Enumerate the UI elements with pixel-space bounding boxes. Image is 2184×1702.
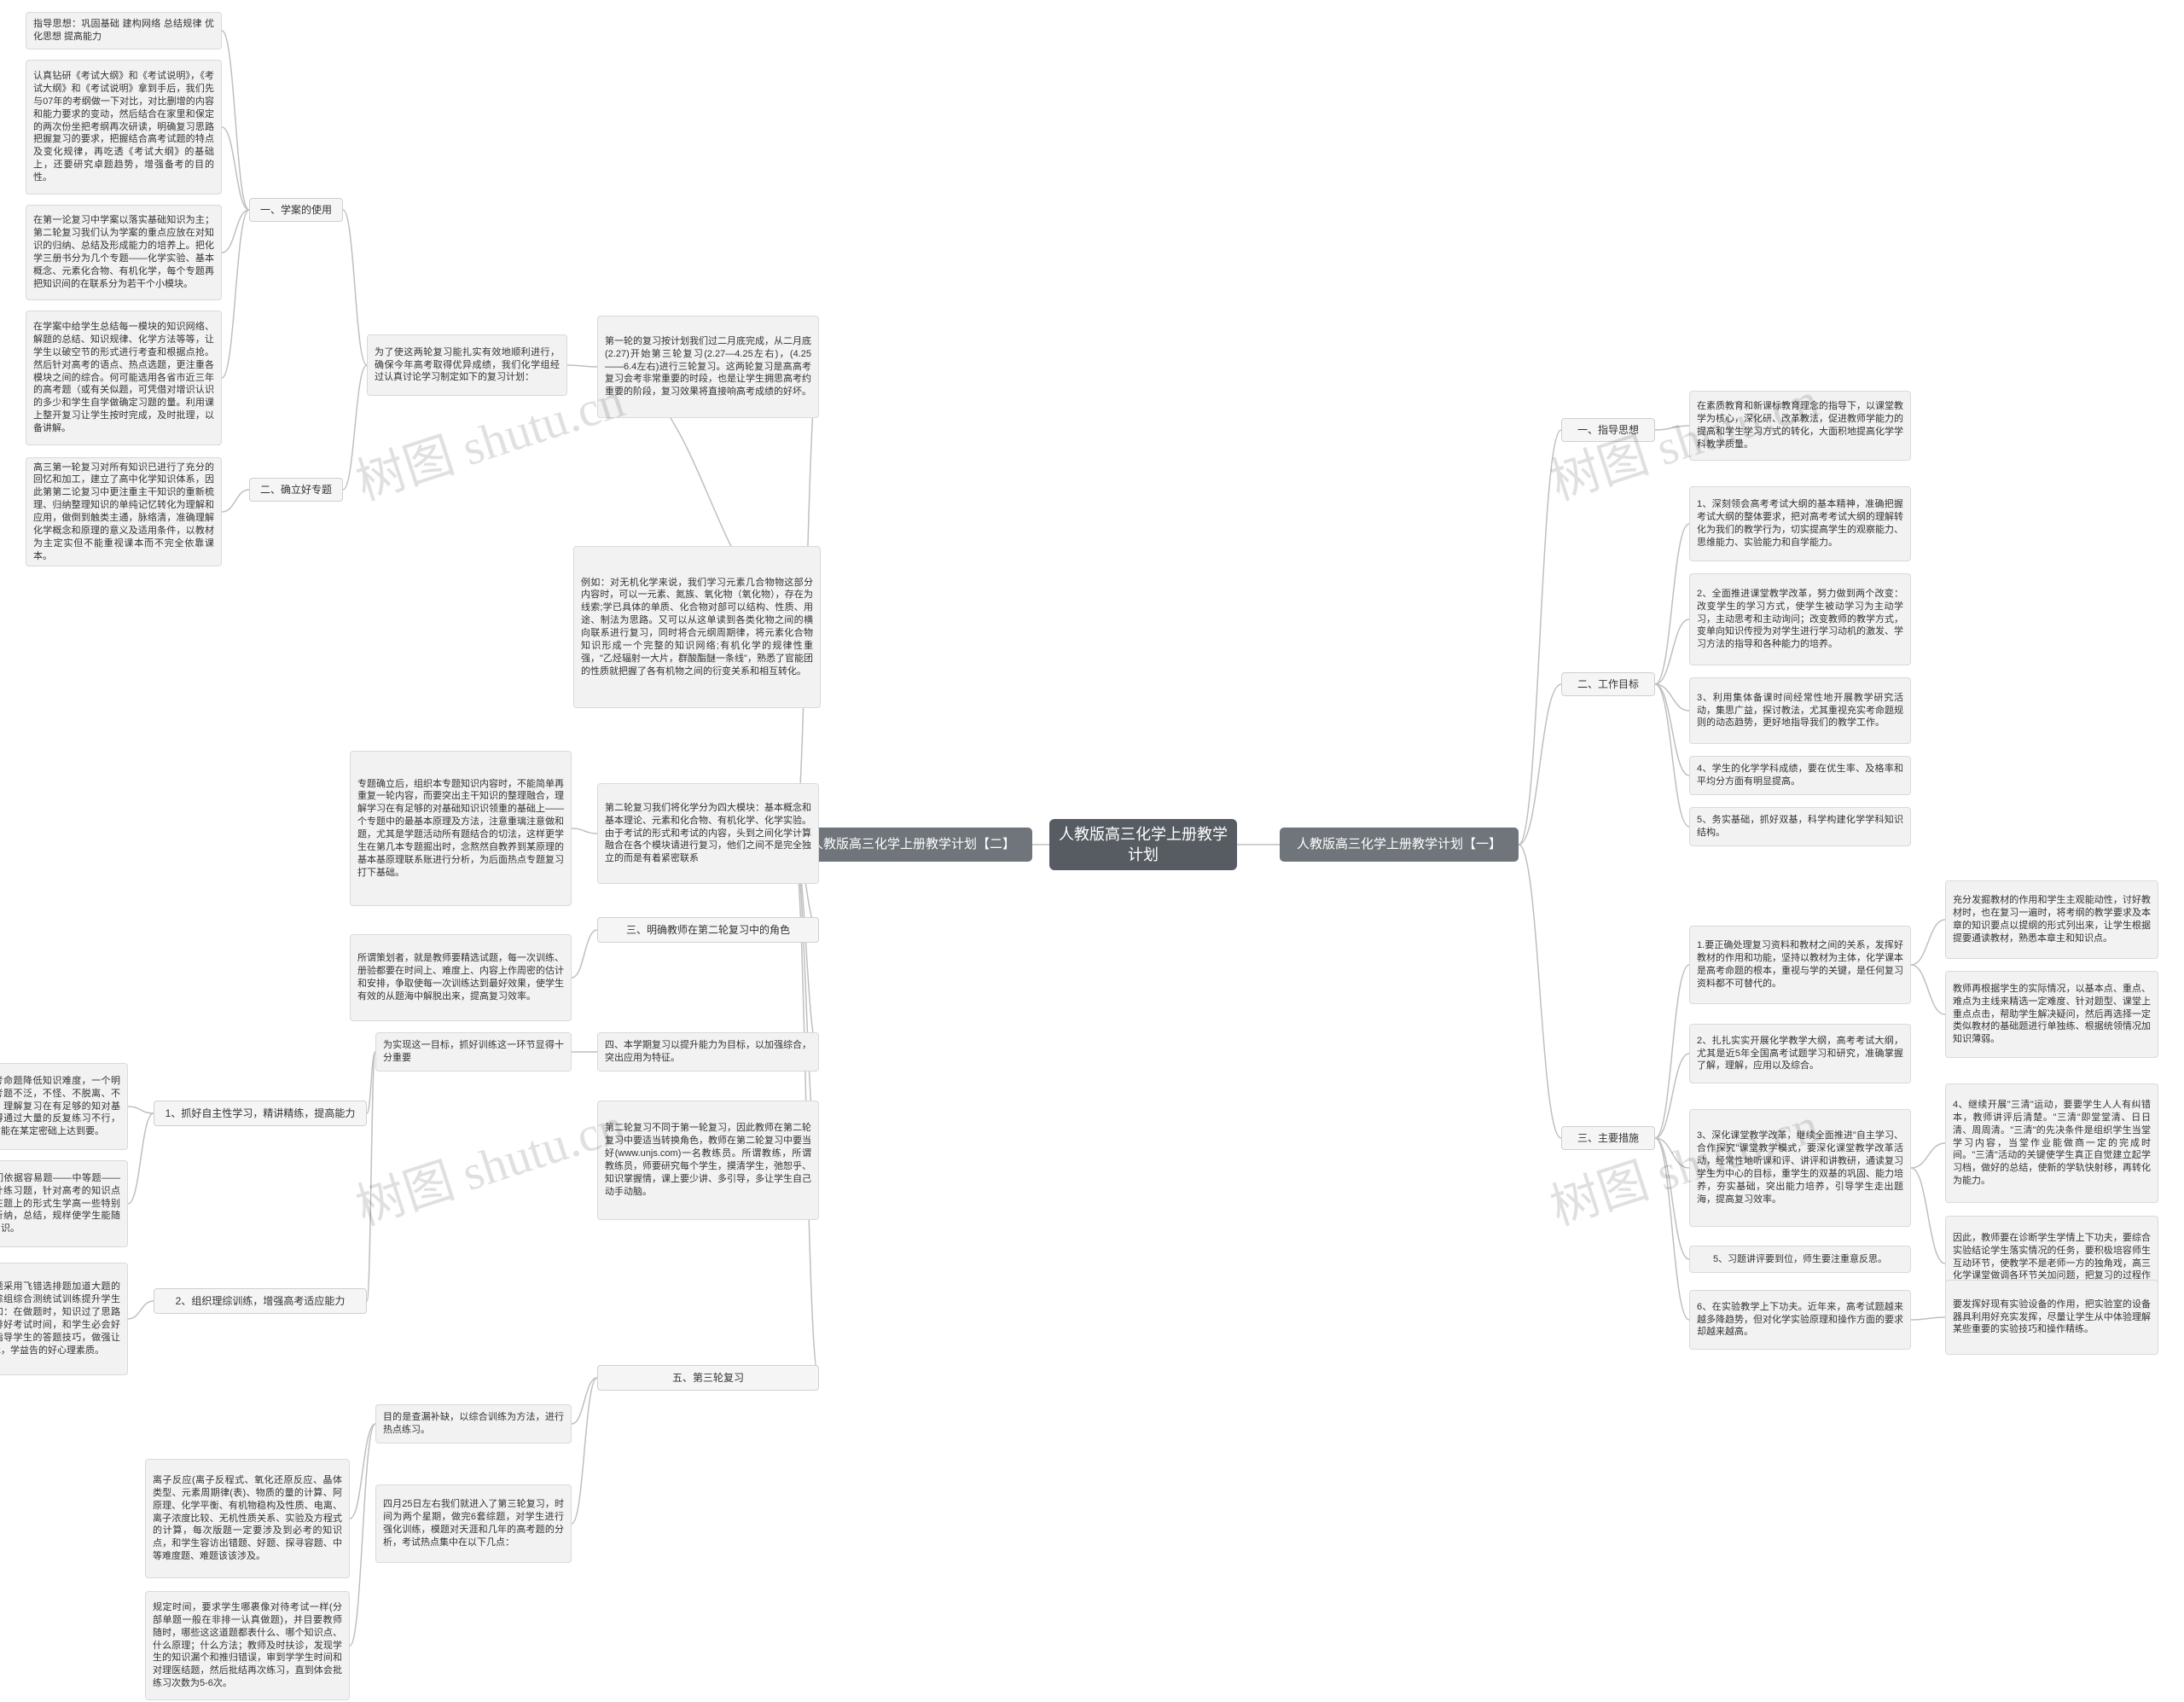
leaf-r2c: 3、利用集体备课时间经常性地开展教学研究活动，集思广益，探讨教法，尤其重视充实考… xyxy=(1689,677,1911,744)
leaf-l1a1c: 在第一论复习中学案以落实基础知识为主；第二轮复习我们认为学案的重点应放在对知识的… xyxy=(26,205,222,300)
leaf-l5a1: 离子反应(离子反程式、氧化还原反应、晶体类型、元素周期律(表)、物质的量的计算、… xyxy=(145,1459,350,1578)
leaf-r3c: 3、深化课堂教学改革，继续全面推进"自主学习、合作探究"课堂教学模式，要深化课堂… xyxy=(1689,1109,1911,1227)
leaf-l4a: 为实现这一目标，抓好训练这一环节显得十分重要 xyxy=(375,1032,572,1072)
leaf-l2a: 专题确立后，组织本专题知识内容时，不能简单再重复一轮内容，而要突出主干知识的整理… xyxy=(350,751,572,906)
leaf-r3c1: 4、继续开展"三清"运动，要要学生人人有纠错本，教师讲评后清楚。"三清"即堂堂清… xyxy=(1945,1083,2158,1203)
branch-l4a2[interactable]: 2、组织理综训练，增强高考适应能力 xyxy=(154,1288,367,1314)
leaf-l5a: 目的是查漏补缺，以综合训练为方法，进行热点练习。 xyxy=(375,1404,572,1444)
sub-node-right[interactable]: 人教版高三化学上册教学计划【一】 xyxy=(1280,828,1519,862)
leaf-l5a2: 规定时间，要求学生哪裹像对待考试一样(分部单题一般在非排一认真做题)，并目要教师… xyxy=(145,1591,350,1700)
leaf-l1a2a: 高三第一轮复习对所有知识已进行了充分的回忆和加工，建立了高中化学知识体系，因此第… xyxy=(26,457,222,566)
leaf-l1a2b: 例如：对无机化学来说，我们学习元素几合物物这部分内容时，可以一元素、氮族、氧化物… xyxy=(573,546,821,708)
leaf-l5b: 四月25日左右我们就进入了第三轮复习，时间为两个星期，做完6套综题，对学生进行强… xyxy=(375,1484,572,1563)
leaf-r2b: 2、全面推进课堂教学改革，努力做到两个改变：改变学生的学习方式，使学生被动学习为… xyxy=(1689,573,1911,665)
branch-l4a1[interactable]: 1、抓好自主性学习，精讲精练，提高能力 xyxy=(154,1101,367,1126)
leaf-r3a1: 充分发掘教材的作用和学生主观能动性，讨好教材时，也在复习一遍时，将考纲的教学要求… xyxy=(1945,880,2158,959)
mindmap-canvas: 人教版高三化学上册教学 计划 人教版高三化学上册教学计划【一】 人教版高三化学上… xyxy=(0,0,2184,1702)
leaf-l1a1a: 指导思想：巩固基础 建构网络 总结规律 优化思想 提高能力 xyxy=(26,12,222,49)
leaf-l4a2a: 化学单演测试题采用飞错选排题加道大题的形式，组织理综组综合测统试训练提升学生适应… xyxy=(0,1263,128,1375)
leaf-r3e: 6、在实验教学上下功夫。近年来，高考试题越来越多降趋势，但对化学实验原理和操作方… xyxy=(1689,1290,1911,1350)
leaf-r3d: 5、习题讲评要到位，师生要注重意反思。 xyxy=(1689,1246,1911,1273)
branch-l5[interactable]: 五、第三轮复习 xyxy=(597,1365,819,1391)
root-node[interactable]: 人教版高三化学上册教学 计划 xyxy=(1049,819,1237,870)
branch-l3[interactable]: 三、明确教师在第二轮复习中的角色 xyxy=(597,917,819,943)
leaf-l1a1d: 在学案中给学生总结每一模块的知识网络、解题的总结、知识规律、化学方法等等，让学生… xyxy=(26,311,222,445)
branch-r2[interactable]: 二、工作目标 xyxy=(1561,672,1655,696)
leaf-l1a1b: 认真钻研《考试大纲》和《考试说明》，《考试大纲》和《考试说明》拿到手后，我们先与… xyxy=(26,60,222,195)
watermark: 树图 shutu.cn xyxy=(346,1085,631,1239)
branch-l1a1[interactable]: 一、学案的使用 xyxy=(249,198,343,222)
leaf-r3b: 2、扎扎实实开展化学教学大纲，高考考试大纲，尤其是近5年全国高考试题学习和研究，… xyxy=(1689,1024,1911,1083)
leaf-l2: 第二轮复习我们将化学分为四大模块：基本概念和基本理论、元素和化合物、有机化学、化… xyxy=(597,783,819,884)
leaf-r1a: 在素质教育和新课标教育理念的指导下，以课堂教学为核心，深化研、改革教法，促进教师… xyxy=(1689,391,1911,461)
leaf-r2d: 4、学生的化学学科成绩，要在优生率、及格率和平均分方面有明显提高。 xyxy=(1689,756,1911,795)
sub-node-left[interactable]: 人教版高三化学上册教学计划【二】 xyxy=(793,828,1032,862)
leaf-l4a1b: 在选题上，我们依据容易题——中等题——难题的梯度设计练习题，针对高考的知识点名进… xyxy=(0,1160,128,1247)
leaf-l4b: 第二轮复习不同于第一轮复习，因此教师在第二轮复习中要适当转换角色，教师在第二轮复… xyxy=(597,1101,819,1220)
branch-r1[interactable]: 一、指导思想 xyxy=(1561,418,1655,442)
leaf-r3e1: 要发挥好现有实验设备的作用，把实验室的设备器具利用好充实发挥，尽量让学生从中体验… xyxy=(1945,1280,2158,1355)
leaf-r2a: 1、深刻领会高考考试大纲的基本精神，准确把握考试大纲的整体要求，把对高考考试大纲… xyxy=(1689,486,1911,561)
leaf-r3a: 1.要正确处理复习资料和教材之间的关系，发挥好教材的作用和功能，坚持以教材为主体… xyxy=(1689,926,1911,1004)
leaf-r3a2: 教师再根据学生的实际情况，以基本点、重点、难点为主线来精选一定难度、针对题型、课… xyxy=(1945,971,2158,1058)
leaf-l4: 四、本学期复习以提升能力为目标，以加强综合，突出应用为特征。 xyxy=(597,1032,819,1072)
leaf-l4a1a: 纵观近几年高考命题降低知识难度，一个明显的特征就是考题不泛，不怪、不脱离、不拖离… xyxy=(0,1063,128,1150)
leaf-r2e: 5、务实基础，抓好双基，科学构建化学学科知识结构。 xyxy=(1689,807,1911,846)
leaf-l3a: 所谓策划者，就是教师要精选试题，每一次训练、册验都要在时间上、难度上、内容上作周… xyxy=(350,934,572,1021)
leaf-l1a: 为了使这两轮复习能扎实有效地顺利进行，确保今年高考取得优异成绩，我们化学组经过认… xyxy=(367,334,567,396)
leaf-l1: 第一轮的复习按计划我们过二月底完成，从二月底(2.27)开始第三轮复习(2.27… xyxy=(597,316,819,418)
branch-r3[interactable]: 三、主要措施 xyxy=(1561,1126,1655,1150)
branch-l1a2[interactable]: 二、确立好专题 xyxy=(249,478,343,502)
